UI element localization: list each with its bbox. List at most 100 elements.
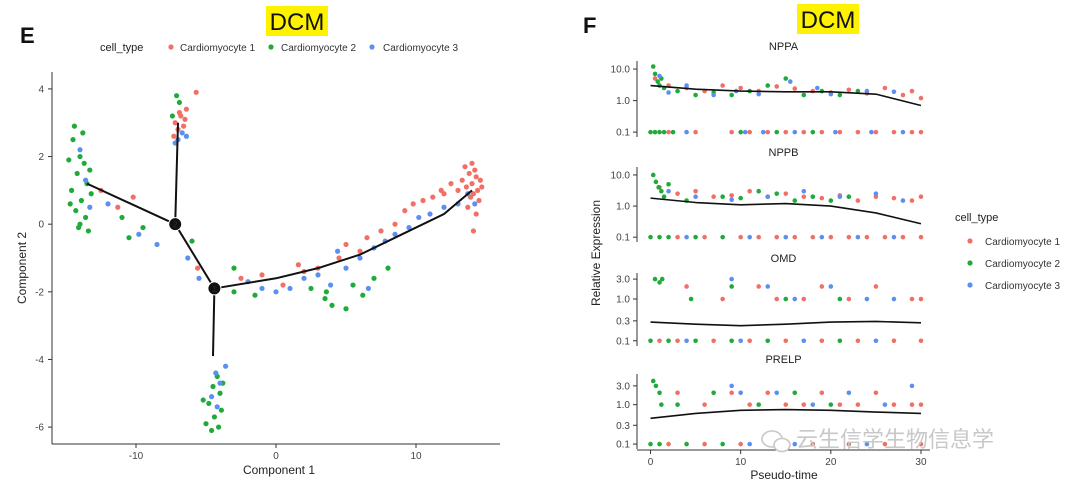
f-trend-line <box>650 320 922 327</box>
e-trajectory-segment <box>174 223 216 289</box>
e-point <box>479 184 485 190</box>
e-point <box>203 421 209 427</box>
e-point <box>392 231 398 237</box>
f-point <box>720 296 725 302</box>
f-point <box>918 194 924 199</box>
e-point <box>441 191 447 197</box>
f-point <box>855 234 861 240</box>
e-point <box>238 275 244 281</box>
panel-e-legend-title: cell_type <box>100 42 143 54</box>
panel-f-legend-swatch-2 <box>967 260 973 266</box>
f-point <box>909 383 915 389</box>
f-y-tick-label: 10.0 <box>611 65 631 76</box>
f-point <box>828 91 834 97</box>
panel-e-legend-label-3: Cardiomyocyte 3 <box>383 43 458 54</box>
e-point <box>196 275 202 281</box>
f-point <box>747 234 752 240</box>
f-point <box>729 92 734 98</box>
panel-e-branch-points: 12 <box>168 217 222 296</box>
e-point <box>223 363 229 369</box>
f-y-tick-label: 0.3 <box>616 316 630 327</box>
watermark-text: 云生信学生物信息学 <box>796 427 994 452</box>
e-point <box>176 109 182 116</box>
f-point <box>783 129 789 135</box>
f-point <box>650 172 656 178</box>
f-point <box>684 129 689 135</box>
f-point <box>801 194 807 199</box>
f-point <box>684 284 689 289</box>
f-point <box>873 284 879 289</box>
f-point <box>648 338 653 344</box>
e-point <box>83 214 89 221</box>
f-point <box>688 296 694 302</box>
e-point <box>475 187 481 193</box>
f-point <box>666 90 671 95</box>
e-y-tick-label: 2 <box>38 152 44 163</box>
f-point <box>783 234 789 240</box>
panel-e-x-axis-title: Component 1 <box>243 463 315 477</box>
f-point <box>837 194 843 199</box>
e-point <box>469 181 475 187</box>
e-point <box>328 282 334 288</box>
f-point <box>711 390 716 396</box>
f-y-tick-label: 0.3 <box>616 421 630 432</box>
f-point <box>891 296 897 302</box>
e-point <box>77 221 83 227</box>
f-point <box>909 198 915 203</box>
f-point <box>657 129 662 135</box>
panel-f-legend: cell_type Cardiomyocyte 1 Cardiomyocyte … <box>955 212 1060 292</box>
e-point <box>402 208 408 214</box>
f-point <box>819 234 825 240</box>
f-point <box>873 191 879 196</box>
f-point <box>650 64 656 69</box>
f-point <box>765 83 771 88</box>
f-point <box>846 194 852 199</box>
e-y-tick-label: -4 <box>35 355 44 366</box>
panel-e: E DCM cell_type Cardiomyocyte 1 Cardiomy… <box>15 6 500 477</box>
f-point <box>675 338 680 344</box>
f-facet-nppb: NPPB 0.1 1.0 10.0 <box>611 147 924 244</box>
f-point <box>846 390 852 396</box>
e-point <box>420 197 426 204</box>
e-point <box>211 414 217 420</box>
f-point <box>846 296 852 302</box>
f-point <box>819 284 825 289</box>
e-point <box>185 255 191 261</box>
f-point <box>819 129 825 135</box>
f-y-tick-label: 0.1 <box>616 336 630 347</box>
f-point <box>693 129 698 135</box>
panel-e-y-axis-title: Component 2 <box>15 232 29 304</box>
f-point <box>801 296 807 302</box>
f-point <box>648 234 653 240</box>
f-point <box>891 234 897 240</box>
f-point <box>729 129 734 135</box>
e-point <box>364 235 370 241</box>
e-point <box>183 133 189 139</box>
f-point <box>846 441 852 447</box>
f-point <box>756 402 762 407</box>
f-facet-title: OMD <box>771 253 797 265</box>
f-point <box>900 234 906 240</box>
e-point <box>378 228 384 234</box>
panel-e-letter: E <box>20 23 35 48</box>
f-point <box>684 338 689 344</box>
e-point <box>217 390 223 396</box>
f-point <box>810 129 816 135</box>
f-point <box>792 296 798 302</box>
panel-e-legend-swatch-2 <box>268 44 274 50</box>
f-point <box>801 338 807 344</box>
f-point <box>747 338 752 344</box>
e-point <box>472 167 478 173</box>
e-point <box>78 197 84 204</box>
f-point <box>891 402 897 407</box>
f-facet-nppa: NPPA 0.1 1.0 10.0 <box>611 41 924 139</box>
e-point <box>476 197 482 204</box>
e-point <box>105 201 111 207</box>
f-y-tick-label: 10.0 <box>611 170 631 181</box>
f-point <box>833 129 838 135</box>
f-x-tick-label: 0 <box>648 457 654 468</box>
f-point <box>801 129 807 135</box>
f-point <box>670 129 676 135</box>
f-point <box>801 402 807 407</box>
f-point <box>720 194 725 199</box>
